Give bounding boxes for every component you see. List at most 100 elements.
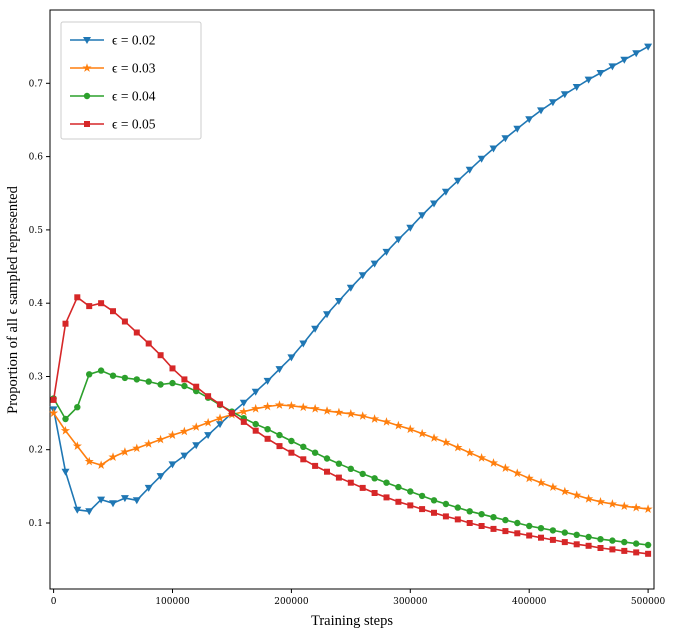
triangle-down-marker: [548, 99, 557, 107]
triangle-down-marker: [632, 50, 641, 58]
y-tick-label: 0.4: [29, 299, 44, 309]
triangle-down-marker: [525, 116, 534, 124]
triangle-down-marker: [192, 442, 201, 450]
circle-marker: [86, 371, 93, 378]
triangle-down-marker: [370, 260, 379, 268]
circle-marker: [62, 415, 69, 423]
series-3: [50, 294, 652, 557]
triangle-down-marker: [596, 70, 605, 77]
triangle-down-marker: [287, 354, 296, 362]
star-marker: [274, 400, 285, 409]
star-marker: [417, 428, 427, 438]
square-marker: [193, 383, 200, 390]
circle-marker: [502, 516, 509, 524]
star-marker: [60, 425, 71, 435]
star-marker: [82, 63, 92, 72]
circle-marker: [621, 538, 628, 546]
triangle-down-marker: [406, 224, 415, 232]
circle-marker: [109, 372, 117, 379]
square-marker: [395, 498, 402, 505]
circle-marker: [264, 426, 271, 433]
square-marker: [300, 456, 307, 463]
square-marker: [110, 308, 116, 315]
star-marker: [156, 434, 166, 444]
star-marker: [346, 409, 356, 418]
legend-label: ϵ = 0.03: [112, 61, 156, 76]
circle-marker: [395, 483, 402, 491]
x-tick-label: 400000: [512, 597, 547, 607]
circle-marker: [407, 488, 414, 495]
square-marker: [240, 418, 247, 425]
triangle-down-marker: [61, 468, 70, 476]
series-2: [50, 367, 652, 549]
star-marker: [619, 501, 629, 511]
triangle-down-marker: [83, 37, 91, 44]
square-marker: [502, 528, 509, 535]
circle-marker: [252, 420, 259, 428]
triangle-down-marker: [120, 495, 129, 503]
square-marker: [157, 352, 164, 359]
star-marker: [215, 413, 225, 423]
star-marker: [179, 426, 189, 436]
triangle-down-marker: [168, 461, 177, 469]
triangle-down-marker: [584, 76, 593, 84]
circle-marker: [181, 382, 188, 390]
star-marker: [84, 456, 94, 466]
circle-marker: [633, 540, 640, 547]
x-tick-label: 300000: [393, 597, 428, 607]
circle-marker: [371, 475, 378, 482]
star-marker: [334, 407, 344, 417]
circle-marker: [288, 437, 295, 445]
circle-marker: [490, 514, 497, 521]
triangle-down-marker: [560, 91, 569, 99]
circle-marker: [121, 374, 129, 382]
star-marker: [203, 417, 213, 427]
square-marker: [490, 525, 497, 532]
circle-marker: [430, 497, 438, 504]
x-tick-label: 500000: [631, 597, 666, 607]
triangle-down-marker: [299, 340, 308, 348]
star-marker: [72, 441, 82, 450]
triangle-down-marker: [441, 188, 450, 196]
legend-entry-3: ϵ = 0.05: [70, 117, 156, 132]
square-marker: [633, 549, 640, 556]
star-marker: [310, 403, 320, 413]
square-marker: [252, 427, 259, 434]
star-marker: [453, 442, 463, 452]
star-marker: [595, 496, 606, 506]
legend-label: ϵ = 0.04: [112, 89, 156, 104]
star-marker: [263, 401, 273, 411]
triangle-down-marker: [418, 212, 427, 220]
square-marker: [419, 506, 426, 513]
star-marker: [108, 452, 118, 461]
star-marker: [167, 430, 178, 439]
star-marker: [477, 453, 487, 462]
triangle-down-marker: [334, 298, 343, 305]
legend: ϵ = 0.02 ϵ = 0.03 ϵ = 0.04 ϵ = 0.05: [60, 21, 202, 140]
triangle-down-marker: [620, 56, 629, 64]
triangle-down-marker: [323, 311, 331, 319]
square-marker: [121, 318, 128, 325]
y-tick-label: 0.7: [29, 79, 44, 89]
y-tick-label: 0.5: [29, 226, 44, 236]
square-marker: [228, 410, 235, 417]
series-0: [49, 43, 653, 516]
star-marker: [607, 499, 617, 508]
star-marker: [251, 403, 261, 413]
square-marker: [264, 435, 271, 442]
triangle-down-marker: [180, 452, 189, 460]
square-marker: [145, 340, 152, 347]
star-marker: [441, 437, 451, 447]
star-marker: [49, 408, 59, 417]
circle-marker: [418, 492, 426, 500]
square-marker: [86, 303, 93, 310]
circle-marker: [514, 519, 521, 527]
triangle-down-marker: [97, 496, 106, 504]
triangle-down-marker: [132, 497, 141, 505]
y-tick-label: 0.2: [29, 446, 43, 456]
legend-entry-1: ϵ = 0.03: [70, 61, 156, 76]
circle-marker: [83, 92, 91, 100]
square-marker: [98, 300, 105, 307]
legend-label: ϵ = 0.02: [112, 33, 155, 48]
triangle-down-marker: [144, 484, 153, 492]
